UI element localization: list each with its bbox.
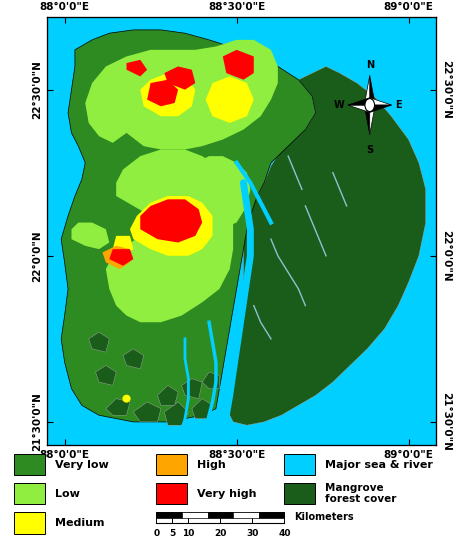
- Polygon shape: [364, 76, 370, 105]
- Polygon shape: [123, 349, 144, 369]
- Text: Very low: Very low: [55, 460, 108, 469]
- Polygon shape: [96, 366, 116, 385]
- Polygon shape: [133, 402, 161, 422]
- Polygon shape: [365, 98, 374, 112]
- Polygon shape: [106, 149, 250, 322]
- Text: 20: 20: [214, 529, 227, 538]
- Polygon shape: [370, 105, 375, 134]
- Bar: [233, 512, 259, 518]
- Text: High: High: [197, 460, 226, 469]
- Bar: [284, 454, 315, 476]
- Polygon shape: [113, 236, 133, 256]
- Text: Very high: Very high: [197, 489, 256, 499]
- Text: Medium: Medium: [55, 518, 104, 528]
- Text: 40: 40: [278, 529, 291, 538]
- Polygon shape: [226, 66, 426, 425]
- Polygon shape: [61, 30, 316, 422]
- Text: Major sea & river: Major sea & river: [325, 460, 433, 469]
- Polygon shape: [182, 379, 202, 399]
- Polygon shape: [348, 105, 370, 112]
- Polygon shape: [127, 60, 147, 76]
- Text: E: E: [395, 100, 401, 110]
- Text: Mangrove
forest cover: Mangrove forest cover: [325, 483, 396, 504]
- Bar: [14, 483, 45, 504]
- Polygon shape: [102, 246, 130, 269]
- Bar: [156, 512, 173, 523]
- Polygon shape: [106, 399, 130, 415]
- Text: Kilometers: Kilometers: [294, 513, 354, 523]
- Polygon shape: [140, 199, 202, 243]
- Text: 30: 30: [246, 529, 259, 538]
- Polygon shape: [164, 66, 195, 90]
- Polygon shape: [164, 402, 189, 425]
- Polygon shape: [370, 105, 392, 112]
- Polygon shape: [370, 76, 375, 105]
- Polygon shape: [206, 76, 254, 123]
- Bar: [156, 512, 182, 518]
- Polygon shape: [202, 372, 219, 389]
- Polygon shape: [109, 249, 133, 266]
- Text: 5: 5: [169, 529, 175, 538]
- Polygon shape: [130, 196, 212, 256]
- Bar: [14, 454, 45, 476]
- Text: N: N: [365, 60, 374, 70]
- Bar: [208, 512, 233, 518]
- Polygon shape: [147, 80, 178, 106]
- Bar: [156, 454, 187, 476]
- Bar: [182, 512, 208, 518]
- Text: S: S: [366, 145, 374, 155]
- Polygon shape: [89, 332, 109, 352]
- Polygon shape: [370, 98, 392, 105]
- Bar: [14, 512, 45, 534]
- Polygon shape: [157, 385, 178, 405]
- Polygon shape: [192, 399, 212, 419]
- Bar: [156, 483, 187, 504]
- Bar: [252, 512, 284, 523]
- Polygon shape: [85, 40, 278, 149]
- Polygon shape: [348, 98, 370, 105]
- Polygon shape: [72, 222, 109, 249]
- Polygon shape: [364, 105, 370, 134]
- Text: 10: 10: [182, 529, 195, 538]
- Polygon shape: [140, 73, 195, 116]
- Text: 0: 0: [154, 529, 159, 538]
- Bar: [284, 483, 315, 504]
- Text: W: W: [334, 100, 345, 110]
- Bar: [173, 512, 189, 523]
- Circle shape: [122, 395, 131, 403]
- Text: Low: Low: [55, 489, 79, 499]
- Circle shape: [365, 98, 374, 112]
- Bar: [220, 512, 252, 523]
- Bar: [259, 512, 284, 518]
- Bar: [189, 512, 220, 523]
- Polygon shape: [223, 50, 254, 80]
